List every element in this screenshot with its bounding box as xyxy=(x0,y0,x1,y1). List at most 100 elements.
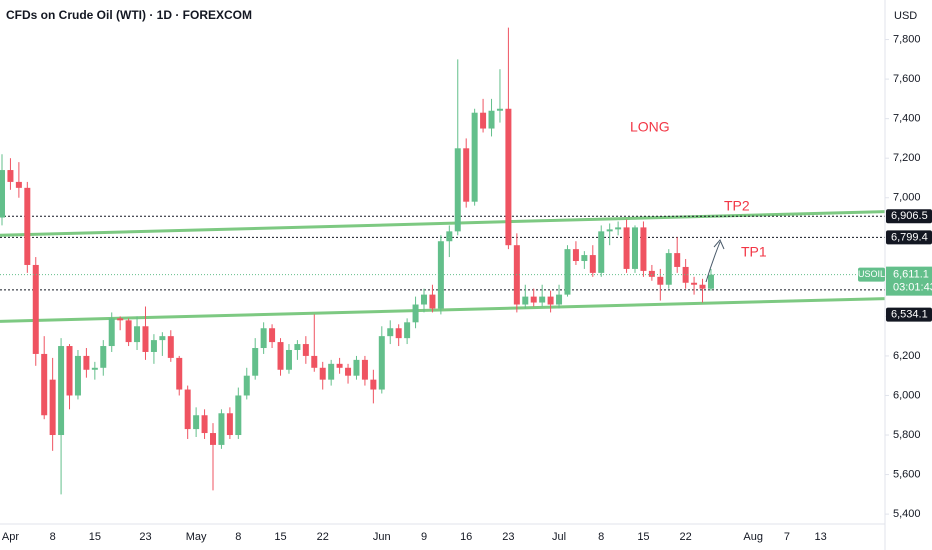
y-tick-label: 7,600 xyxy=(893,73,921,85)
candle-body xyxy=(7,170,14,182)
candle-body xyxy=(243,375,250,396)
candle-body xyxy=(159,336,166,341)
candle-body xyxy=(437,241,444,309)
candle-body xyxy=(530,296,537,303)
candle-body xyxy=(328,363,335,380)
x-tick-label: 8 xyxy=(235,531,241,543)
candle-body xyxy=(176,357,183,390)
candle-body xyxy=(100,346,107,368)
candle-body xyxy=(66,346,73,396)
candle-body xyxy=(226,413,233,436)
candle-body xyxy=(547,296,554,305)
candle-body xyxy=(387,328,394,337)
x-tick-label: 15 xyxy=(274,531,286,543)
candle-body xyxy=(252,348,259,376)
candle-body xyxy=(15,181,22,188)
candle-body xyxy=(353,359,360,376)
candle-body xyxy=(480,112,487,129)
y-tick-label: 7,200 xyxy=(893,152,921,164)
x-tick-label: 22 xyxy=(680,531,692,543)
candle-body xyxy=(640,227,647,271)
candle-body xyxy=(471,112,478,202)
candle-body xyxy=(691,282,698,285)
candle-body xyxy=(210,433,216,445)
y-tick-label: 7,400 xyxy=(893,113,921,125)
candle-body xyxy=(539,296,546,303)
candle-body xyxy=(505,108,512,246)
candle-body xyxy=(218,413,225,445)
x-tick-label: Jun xyxy=(373,531,391,543)
level-label: 6,906.5 xyxy=(891,210,928,222)
candle-body xyxy=(674,253,681,267)
chart-title: CFDs on Crude Oil (WTI) · 1D · FOREXCOM xyxy=(6,8,252,22)
candle-body xyxy=(32,264,39,354)
x-tick-label: 23 xyxy=(139,531,151,543)
y-tick-label: 7,800 xyxy=(893,33,921,45)
candle-body xyxy=(454,148,461,232)
candle-body xyxy=(707,274,714,289)
candle-body xyxy=(269,328,276,343)
candle-body xyxy=(184,389,191,430)
candle-body xyxy=(201,415,208,434)
trendline xyxy=(0,297,885,323)
candle-body xyxy=(581,255,588,262)
annotation: TP1 xyxy=(741,244,767,260)
y-tick-label: 5,400 xyxy=(893,508,921,520)
candle-body xyxy=(699,284,706,289)
symbol-tag xyxy=(858,267,885,282)
candle-body xyxy=(429,294,436,309)
candle-body xyxy=(556,294,563,305)
candle-body xyxy=(134,326,141,343)
level-box xyxy=(886,307,932,322)
candle-body xyxy=(125,320,132,343)
level-box xyxy=(886,209,932,224)
candle-body xyxy=(446,231,453,242)
trendline xyxy=(0,210,885,237)
candle-body xyxy=(294,344,301,350)
candle-body xyxy=(657,276,664,285)
candle-body xyxy=(167,336,174,358)
candle-body xyxy=(285,349,292,370)
candle-body xyxy=(463,148,470,202)
candle-body xyxy=(41,353,48,416)
candle-body xyxy=(74,355,81,396)
arrow xyxy=(705,239,725,283)
candle-body xyxy=(0,170,5,218)
candle-body xyxy=(496,108,503,111)
x-tick-label: 16 xyxy=(460,531,472,543)
last-price-label: 6,611.1 xyxy=(893,269,929,281)
currency-label: USD xyxy=(894,10,917,22)
annotation: LONG xyxy=(630,119,670,135)
candle-body xyxy=(522,296,529,305)
y-tick-label: 5,800 xyxy=(893,429,921,441)
last-price-box xyxy=(886,266,932,296)
candle-body xyxy=(632,227,638,269)
y-tick-label: 5,600 xyxy=(893,468,921,480)
candle-body xyxy=(49,379,56,436)
candle-body xyxy=(615,227,622,230)
x-tick-label: May xyxy=(186,531,207,543)
annotation: TP2 xyxy=(724,198,750,214)
candle-body xyxy=(404,322,411,339)
candle-body xyxy=(117,318,124,321)
candle-body xyxy=(24,187,31,265)
candle-body xyxy=(623,227,630,269)
candle-body xyxy=(648,270,655,277)
x-tick-label: 23 xyxy=(502,531,514,543)
candle-body xyxy=(361,359,368,380)
y-tick-label: 6,200 xyxy=(893,350,921,362)
x-tick-label: 13 xyxy=(815,531,827,543)
candle-body xyxy=(395,328,402,339)
candle-body xyxy=(142,326,149,352)
x-tick-label: 8 xyxy=(50,531,56,543)
candle-body xyxy=(564,249,571,295)
candle-body xyxy=(589,255,596,273)
x-tick-label: 9 xyxy=(421,531,427,543)
x-tick-label: Aug xyxy=(743,531,763,543)
candle-body xyxy=(488,110,495,129)
level-label: 6,534.1 xyxy=(891,309,928,321)
x-tick-label: 15 xyxy=(89,531,101,543)
y-tick-label: 7,000 xyxy=(893,192,921,204)
candle-body xyxy=(665,253,672,285)
